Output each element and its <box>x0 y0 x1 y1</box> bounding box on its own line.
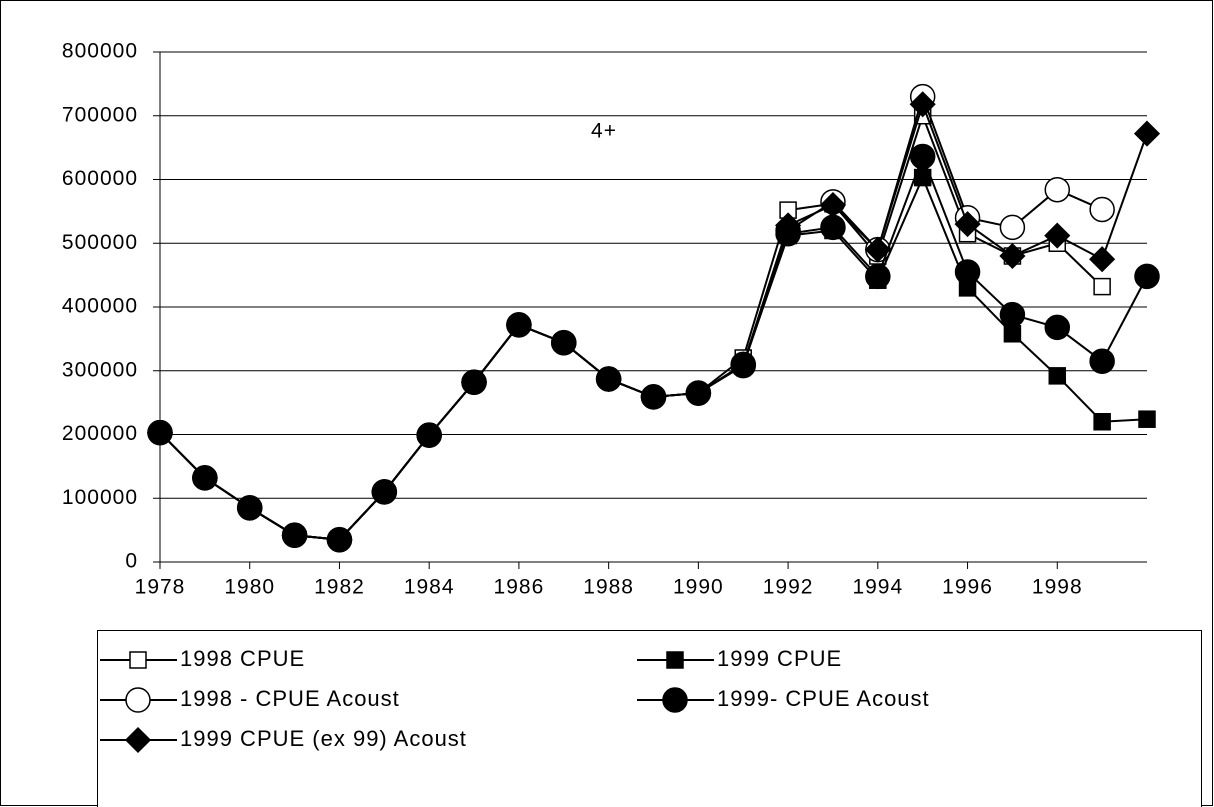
legend-label: 1998 CPUE <box>180 646 305 671</box>
legend-label: 1999- CPUE Acoust <box>717 686 930 711</box>
marker <box>999 301 1026 328</box>
x-tick-label: 1998 <box>1032 576 1083 599</box>
marker <box>129 651 147 669</box>
marker <box>371 478 398 505</box>
y-tick-label: 800000 <box>62 40 138 63</box>
marker <box>820 214 846 241</box>
marker <box>1089 348 1115 374</box>
marker <box>124 726 152 754</box>
legend-label: 1998 - CPUE Acoust <box>180 686 400 711</box>
y-tick-label: 200000 <box>62 422 138 445</box>
y-tick-label: 400000 <box>62 295 138 318</box>
marker <box>1089 246 1116 273</box>
marker <box>595 365 622 393</box>
y-tick-label: 500000 <box>62 231 138 254</box>
legend-label: 1999 CPUE (ex 99) Acoust <box>180 726 467 751</box>
y-tick-label: 300000 <box>62 358 138 381</box>
x-tick-label: 1988 <box>583 576 634 599</box>
marker <box>1048 367 1067 385</box>
marker <box>819 191 847 219</box>
marker <box>1133 120 1161 147</box>
marker <box>416 422 443 449</box>
marker <box>125 687 151 713</box>
x-tick-label: 1992 <box>763 576 814 599</box>
x-tick-label: 1982 <box>314 576 365 599</box>
x-tick-label: 1978 <box>135 576 186 599</box>
legend: 1998 CPUE 1999 CPUE 1998 - CPUE Acoust 1999… <box>100 646 930 754</box>
y-tick-label: 600000 <box>62 167 138 190</box>
marker <box>909 91 936 118</box>
marker <box>685 380 712 407</box>
marker <box>999 242 1026 270</box>
marker <box>326 526 353 553</box>
marker <box>909 143 936 170</box>
marker <box>146 419 174 446</box>
marker <box>865 263 891 290</box>
marker <box>191 464 218 491</box>
marker <box>236 494 263 521</box>
y-tick-label: 700000 <box>62 103 138 126</box>
x-tick-label: 1986 <box>494 576 545 599</box>
marker <box>1093 413 1111 431</box>
marker <box>460 369 488 396</box>
marker <box>1134 263 1160 290</box>
legend-label: 1999 CPUE <box>717 646 842 671</box>
marker <box>1003 325 1022 343</box>
marker <box>666 651 684 669</box>
marker <box>1093 277 1111 296</box>
marker <box>999 214 1026 241</box>
x-tick-label: 1994 <box>852 576 903 599</box>
marker <box>1138 410 1156 428</box>
x-tick-label: 1996 <box>942 576 993 599</box>
marker <box>550 329 577 356</box>
marker <box>864 236 891 263</box>
x-tick-label: 1980 <box>224 576 275 599</box>
y-tick-label: 100000 <box>62 486 138 509</box>
marker <box>954 259 981 285</box>
marker <box>775 212 802 239</box>
x-tick-label: 1984 <box>404 576 455 599</box>
plot: 0 100000 200000 300000 400000 500000 600000 700… <box>62 40 1161 599</box>
marker <box>1044 176 1071 203</box>
x-tick-label: 1990 <box>673 576 724 599</box>
y-tick-label: 0 <box>125 550 138 573</box>
marker <box>640 383 667 410</box>
marker <box>1044 314 1071 341</box>
marker <box>662 687 688 713</box>
marker <box>505 311 532 338</box>
marker <box>1044 222 1071 249</box>
annotation: 4+ <box>591 120 617 143</box>
marker <box>1089 196 1115 223</box>
marker <box>954 211 981 238</box>
marker <box>281 522 308 549</box>
marker <box>730 351 757 378</box>
